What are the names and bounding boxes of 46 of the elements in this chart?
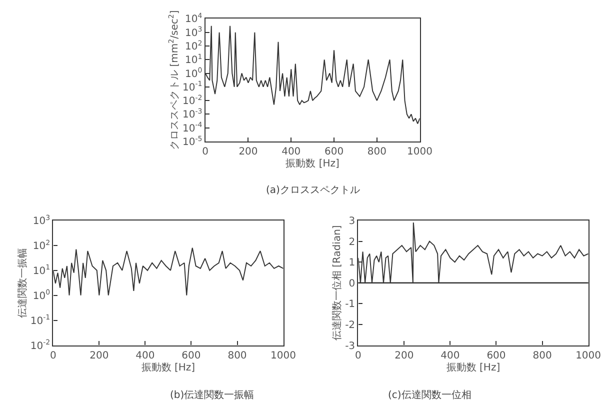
y-tick-label: 10$^{1}$ (185, 52, 202, 66)
x-tick-label: 200 (394, 350, 414, 362)
text: (b)伝達関数一振幅 (170, 389, 254, 401)
y-tick-label: 10$^{2}$ (185, 39, 202, 52)
x-tick-label: 800 (367, 146, 386, 158)
x-axis-title: 振動数 [Hz] (286, 158, 340, 170)
y-tick-label: 10$^{3}$ (32, 214, 50, 227)
y-tick-label: 10$^{-2}$ (30, 338, 50, 352)
y-tick-label: 10$^{2}$ (32, 238, 50, 252)
y-tick-label: 10$^{-4}$ (182, 121, 203, 134)
y-tick-label: 10$^{-1}$ (30, 314, 50, 327)
y-tick-label: 10$^{-5}$ (182, 134, 202, 148)
y-tick-label: -3 (345, 340, 356, 352)
y-tick-label: -1 (345, 299, 356, 310)
y-axis-title: 伝達関数一位相 [Radian] (331, 225, 344, 341)
x-axis-title: 振動数 [Hz] (141, 361, 196, 374)
x-tick-label: 200 (90, 350, 109, 362)
x-tick-label: 400 (282, 146, 301, 158)
x-tick-label: 600 (486, 350, 506, 362)
y-tick-label: 10$^{3}$ (185, 26, 202, 39)
y-tick-label: 10$^{0}$ (32, 288, 50, 302)
text: (a)クロススペクトル (266, 185, 360, 196)
y-tick-label: 10$^{1}$ (32, 264, 50, 277)
x-tick-label: 800 (228, 350, 247, 362)
y-tick-label: 10$^{-2}$ (182, 94, 202, 108)
y-tick-label: 2 (348, 236, 356, 248)
y-tick-label: 10$^{0}$ (185, 66, 202, 80)
text: (c)伝達関数一位相 (388, 389, 472, 401)
x-tick-label: 1000 (270, 350, 296, 362)
y-tick-label: 10$^{4}$ (185, 12, 203, 26)
x-tick-label: 400 (440, 350, 460, 362)
x-axis-title: 振動数 [Hz] (446, 361, 500, 374)
x-tick-label: 1000 (576, 350, 602, 362)
x-tick-label: 200 (238, 146, 258, 158)
y-tick-label: 1 (348, 258, 356, 269)
y-tick-label: 10$^{-1}$ (182, 80, 202, 94)
y-tick-label: 0 (348, 278, 356, 290)
y-tick-label: 10$^{-3}$ (182, 107, 202, 121)
x-tick-label: 1000 (407, 146, 433, 158)
x-tick-label: 600 (182, 350, 201, 362)
x-tick-label: 600 (324, 146, 344, 158)
x-tick-label: 800 (532, 350, 552, 362)
y-tick-label: 3 (348, 216, 356, 227)
y-axis-title: 伝達関数一振幅 (16, 248, 28, 318)
y-tick-label: -2 (345, 320, 356, 331)
x-tick-label: 400 (136, 350, 155, 362)
